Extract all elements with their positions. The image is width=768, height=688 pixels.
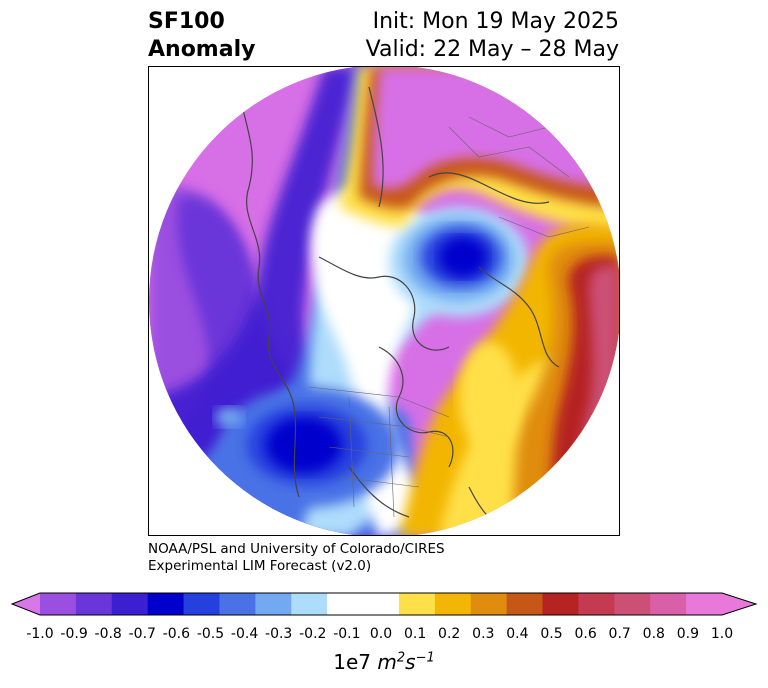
- colorbar-tick-label: 0.7: [608, 626, 631, 642]
- credit-line-2: Experimental LIM Forecast (v2.0): [148, 558, 372, 574]
- colorbar-ticks: -1.0 -0.9 -0.8 -0.7 -0.6 -0.5 -0.4 -0.3 -0.2 -0.1…: [0, 626, 768, 646]
- valid-range-label: Valid: 22 May – 28 May: [365, 37, 619, 62]
- colorbar-tick-label: -0.9: [60, 626, 88, 642]
- units-s: s: [405, 650, 416, 674]
- map-panel: [148, 66, 620, 536]
- colorbar-over-arrow: [722, 593, 756, 615]
- colorbar-bin: [75, 593, 113, 615]
- colorbar-bin: [470, 593, 508, 615]
- colorbar-tick-label: 0.9: [676, 626, 700, 642]
- coastlines: [238, 86, 560, 533]
- colorbar: [10, 592, 758, 616]
- colorbar-bin: [183, 593, 220, 615]
- colorbar-tick-label: -0.2: [299, 626, 327, 642]
- colorbar-bin: [111, 593, 149, 615]
- colorbar-bin: [291, 593, 328, 615]
- colorbar-bin: [542, 593, 579, 615]
- colorbar-under-arrow: [12, 593, 40, 615]
- variable-label: SF100: [148, 9, 225, 34]
- plot-title-left: SF100 Anomaly: [148, 8, 255, 64]
- colorbar-tick-label: 0.5: [540, 626, 563, 642]
- colorbar-tick-label: 0.8: [642, 626, 665, 642]
- colorbar-bin: [255, 593, 292, 615]
- colorbar-bin: [363, 593, 400, 615]
- colorbar-tick-label: 0.0: [369, 626, 393, 642]
- units-m-exp: 2: [396, 650, 406, 666]
- colorbar-tick-label: -0.5: [196, 626, 225, 642]
- init-date-label: Init: Mon 19 May 2025: [372, 9, 619, 34]
- colorbar-bin: [219, 593, 256, 615]
- credit-line-1: NOAA/PSL and University of Colorado/CIRE…: [148, 541, 445, 557]
- colorbar-units-label: 1e7 m2s−1: [0, 650, 768, 674]
- plot-title-right: Init: Mon 19 May 2025 Valid: 22 May – 28…: [366, 8, 619, 64]
- colorbar-bin: [578, 593, 615, 615]
- colorbar-bin: [650, 593, 687, 615]
- colorbar-bin: [40, 593, 77, 615]
- colorbar-tick-label: 0.2: [438, 626, 461, 642]
- colorbar-bin: [686, 593, 723, 615]
- colorbar-tick-label: -0.7: [128, 626, 156, 642]
- colorbar-tick-label: 0.3: [472, 626, 495, 642]
- colorbar-tick-label: 1.0: [710, 626, 734, 642]
- colorbar-tick-label: -0.6: [162, 626, 191, 642]
- field-label: Anomaly: [148, 37, 256, 62]
- units-base: 1e7: [333, 650, 372, 674]
- colorbar-bin: [434, 593, 472, 615]
- colorbar-bin: [506, 593, 544, 615]
- colorbar-tick-label: 0.4: [506, 626, 529, 642]
- colorbar-tick-label: -0.3: [265, 626, 293, 642]
- colorbar-outline: [10, 592, 758, 616]
- colorbar-tick-label: 0.1: [403, 626, 427, 642]
- colorbar-bin: [147, 593, 185, 615]
- colorbar-tick-label: -1.0: [26, 626, 54, 642]
- units-s-exp: −1: [415, 650, 435, 666]
- colorbar-bin: [398, 593, 436, 615]
- colorbar-tick-label: -0.4: [230, 626, 259, 642]
- colorbar-tick-label: -0.1: [333, 626, 361, 642]
- units-m: m: [377, 650, 397, 674]
- colorbar-tick-label: 0.6: [574, 626, 597, 642]
- anomaly-map: [149, 67, 619, 535]
- anomaly-shading: [149, 67, 619, 535]
- colorbar-bin: [327, 593, 364, 615]
- credit-text: NOAA/PSL and University of Colorado/CIRE…: [148, 541, 445, 575]
- colorbar-bin: [614, 593, 651, 615]
- colorbar-tick-label: -0.8: [94, 626, 122, 642]
